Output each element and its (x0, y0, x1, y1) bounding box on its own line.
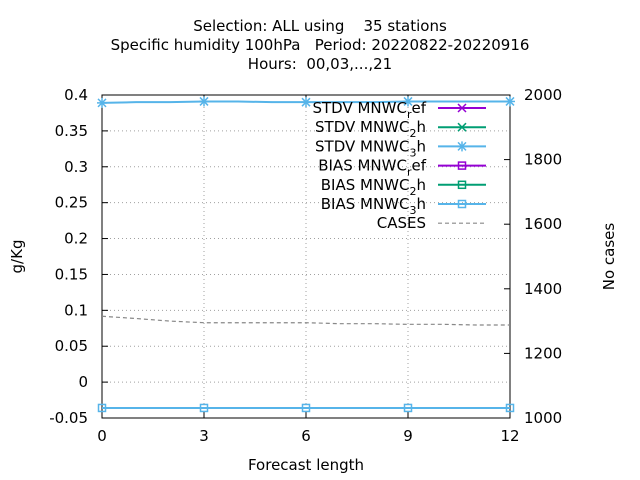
data-point (301, 97, 311, 108)
x-tick-label: 0 (97, 427, 107, 445)
x-tick-label: 6 (301, 427, 311, 445)
legend-marker (457, 103, 467, 113)
legend-label: BIAS MNWCref (318, 157, 426, 179)
legend-marker (457, 122, 467, 132)
y-tick-label: -0.05 (49, 409, 88, 427)
y-tick-label: 0.25 (55, 194, 88, 212)
data-point (505, 96, 515, 107)
data-point (301, 403, 311, 413)
y-tick-label: 0.35 (55, 122, 88, 140)
legend-marker (457, 199, 467, 209)
y2-axis-label: No cases (600, 223, 618, 291)
y-tick-label: 0.05 (55, 337, 88, 355)
y-tick-label: 0.15 (55, 265, 88, 283)
y2-tick-label: 1200 (524, 344, 562, 362)
chart-title-line-2: Specific humidity 100hPa Period: 2022082… (110, 36, 530, 54)
x-tick-label: 12 (500, 427, 519, 445)
data-point (403, 403, 413, 413)
legend-label: STDV MNWC2h (315, 118, 426, 140)
legend-label: STDV MNWC3h (315, 137, 426, 159)
data-point (199, 403, 209, 413)
y2-tick-label: 1000 (524, 409, 562, 427)
data-point (199, 96, 209, 107)
legend-label: STDV MNWCref (312, 99, 426, 121)
chart-title-line-3: Hours: 00,03,...,21 (247, 55, 393, 73)
data-point (97, 403, 107, 413)
y-tick-label: 0.4 (64, 86, 88, 104)
y-tick-label: 0.1 (64, 301, 88, 319)
legend-label: BIAS MNWC3h (321, 195, 426, 217)
legend-marker (457, 161, 467, 170)
y2-tick-label: 2000 (524, 86, 562, 104)
legend-label: BIAS MNWC2h (321, 176, 426, 198)
legend-marker (457, 141, 467, 152)
data-point (505, 403, 515, 413)
legend-marker (457, 180, 467, 190)
legend-label: CASES (377, 214, 426, 232)
y2-tick-label: 1400 (524, 280, 562, 298)
y-tick-label: 0.3 (64, 158, 88, 176)
chart-title-line-1: Selection: ALL using 35 stations (193, 17, 447, 35)
y-tick-label: 0 (78, 373, 88, 391)
y-tick-label: 0.2 (64, 230, 88, 248)
y-axis-label: g/Kg (8, 240, 26, 274)
y2-tick-label: 1800 (524, 151, 562, 169)
data-point (403, 96, 413, 107)
x-tick-label: 9 (403, 427, 413, 445)
x-axis-label: Forecast length (248, 456, 364, 474)
y2-tick-label: 1600 (524, 215, 562, 233)
series-line-6 (101, 315, 510, 326)
x-tick-label: 3 (199, 427, 209, 445)
data-point (97, 97, 107, 108)
